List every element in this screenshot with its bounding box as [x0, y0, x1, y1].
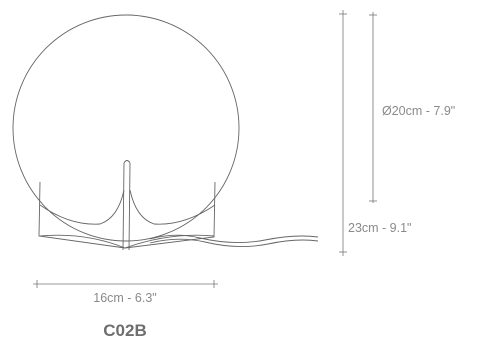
- height-dimension-line: [339, 10, 347, 256]
- model-name: C02B: [103, 321, 146, 340]
- width-dimension-line: [33, 280, 218, 288]
- width-label: 16cm - 6.3": [93, 291, 157, 305]
- lamp-globe-shade: [12, 14, 240, 242]
- lamp-base: [38, 160, 216, 251]
- diameter-label: Ø20cm - 7.9": [382, 104, 455, 118]
- height-label: 23cm - 9.1": [348, 221, 412, 235]
- diameter-dimension-line: [369, 12, 377, 203]
- power-cable: [149, 234, 319, 248]
